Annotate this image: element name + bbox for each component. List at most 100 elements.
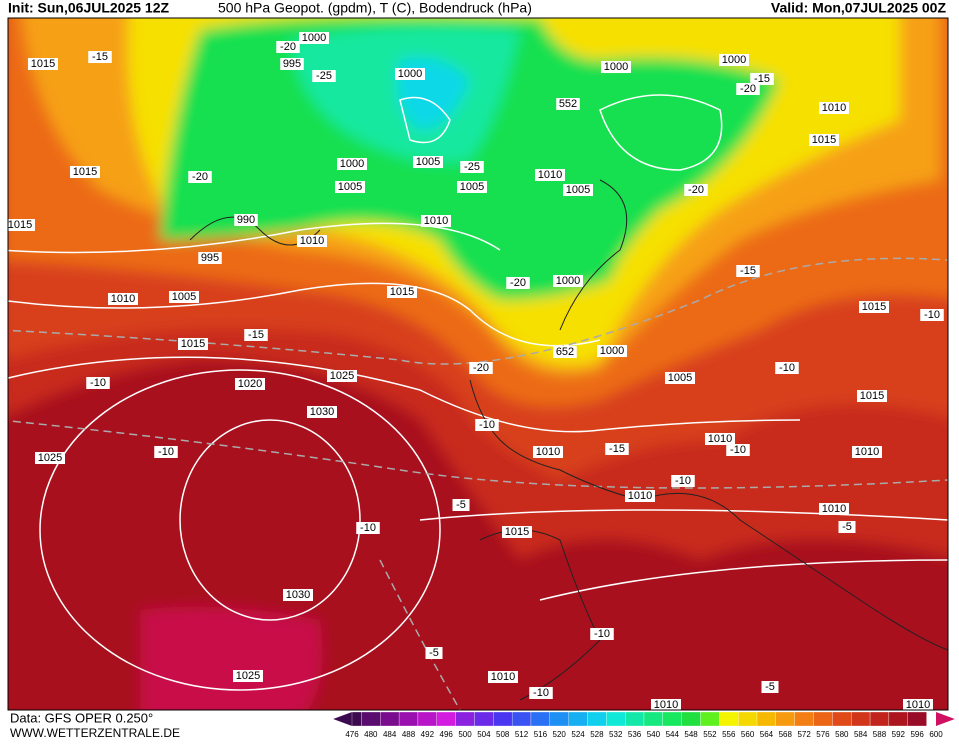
label-box xyxy=(705,433,735,445)
isoline-label: -10 xyxy=(594,628,610,640)
label-box xyxy=(413,156,443,168)
website: WWW.WETTERZENTRALE.DE xyxy=(10,726,180,740)
colorbar-label: 540 xyxy=(647,730,661,739)
label-box xyxy=(859,301,889,313)
label-box xyxy=(775,362,799,374)
isoline-label: 1015 xyxy=(505,526,529,538)
colorbar-swatch xyxy=(568,711,588,727)
isoline-label: 1030 xyxy=(310,406,334,418)
label-box xyxy=(736,83,760,95)
isoline-label: 1010 xyxy=(822,102,846,114)
isoline-label: 1005 xyxy=(338,181,362,193)
isoline-label: 1015 xyxy=(860,390,884,402)
label-box xyxy=(234,214,258,226)
isoline-label: 1025 xyxy=(38,452,62,464)
label-box xyxy=(819,503,849,515)
label-box xyxy=(533,446,563,458)
label-box xyxy=(506,277,530,289)
isoline-label: 1010 xyxy=(628,490,652,502)
colorbar-swatch xyxy=(775,711,795,727)
label-box xyxy=(312,70,336,82)
label-box xyxy=(244,329,268,341)
label-box xyxy=(276,41,300,53)
label-box xyxy=(460,161,484,173)
label-box xyxy=(601,61,631,73)
isoline-label: -5 xyxy=(842,521,852,533)
label-box xyxy=(457,181,487,193)
label-box xyxy=(154,446,178,458)
colorbar-swatch xyxy=(436,711,456,727)
label-box xyxy=(665,372,695,384)
colorbar-label: 528 xyxy=(590,730,604,739)
label-box xyxy=(70,166,100,178)
label-box xyxy=(327,370,357,382)
colorbar-label: 600 xyxy=(929,730,943,739)
label-box xyxy=(280,58,304,70)
isoline-label: 1005 xyxy=(668,372,692,384)
isoline-label: -20 xyxy=(473,362,489,374)
colorbar: 476 480 484 488 492 496 500 504 508 512 516 520 524 5… xyxy=(333,711,955,739)
colorbar-swatch xyxy=(455,711,475,727)
colorbar-arrow-right xyxy=(936,712,955,726)
colorbar-swatch xyxy=(643,711,663,727)
label-box xyxy=(529,687,553,699)
colorbar-swatch xyxy=(738,711,758,727)
label-box xyxy=(625,490,655,502)
map-title: 500 hPa Geopot. (gpdm), T (C), Bodendruc… xyxy=(218,0,532,16)
label-box xyxy=(233,670,263,682)
isoline-label: 1010 xyxy=(906,699,930,711)
label-box xyxy=(283,589,313,601)
colorbar-label: 532 xyxy=(609,730,623,739)
label-box xyxy=(297,235,327,247)
colorbar-label: 536 xyxy=(628,730,642,739)
colorbar-label: 596 xyxy=(910,730,924,739)
isoline-label: -15 xyxy=(754,73,770,85)
isoline-label: 1005 xyxy=(460,181,484,193)
colorbar-label: 484 xyxy=(383,730,397,739)
isoline-label: -20 xyxy=(192,171,208,183)
colorbar-label: 572 xyxy=(797,730,811,739)
colorbar-label: 488 xyxy=(402,730,416,739)
isoline-label: 995 xyxy=(283,58,301,70)
isoline-label: -10 xyxy=(479,419,495,431)
label-box xyxy=(553,275,583,287)
label-box xyxy=(809,134,839,146)
colorbar-label: 516 xyxy=(534,730,548,739)
isoline-label: 1025 xyxy=(236,670,260,682)
label-box xyxy=(188,171,212,183)
colorbar-label: 580 xyxy=(835,730,849,739)
label-box xyxy=(452,499,470,511)
colorbar-swatch xyxy=(530,711,550,727)
label-box xyxy=(178,338,208,350)
colorbar-label: 548 xyxy=(684,730,698,739)
isoline-label: -15 xyxy=(609,443,625,455)
isoline-label: 1010 xyxy=(424,215,448,227)
label-box xyxy=(726,444,750,456)
colorbar-swatch xyxy=(907,711,927,727)
isoline-label: 552 xyxy=(559,98,577,110)
label-box xyxy=(605,443,629,455)
label-box xyxy=(488,671,518,683)
label-box xyxy=(356,522,380,534)
colorbar-swatch xyxy=(832,711,852,727)
label-box xyxy=(671,475,695,487)
label-box xyxy=(235,378,265,390)
colorbar-swatch xyxy=(417,711,437,727)
label-box xyxy=(421,215,451,227)
colorbar-label: 476 xyxy=(345,730,359,739)
isoline-label: 1000 xyxy=(556,275,580,287)
isoline-label: 1015 xyxy=(812,134,836,146)
label-box xyxy=(819,102,849,114)
data-source: Data: GFS OPER 0.250° xyxy=(10,710,153,725)
label-box xyxy=(198,252,222,264)
isoline-label: 1015 xyxy=(181,338,205,350)
isoline-label: 1000 xyxy=(398,68,422,80)
label-box xyxy=(169,291,199,303)
label-box xyxy=(28,58,58,70)
colorbar-swatch xyxy=(756,711,777,727)
isoline-label: 1010 xyxy=(536,446,560,458)
isoline-label: 1010 xyxy=(538,169,562,181)
isoline-label: 1015 xyxy=(862,301,886,313)
isoline-label: 1000 xyxy=(600,345,624,357)
